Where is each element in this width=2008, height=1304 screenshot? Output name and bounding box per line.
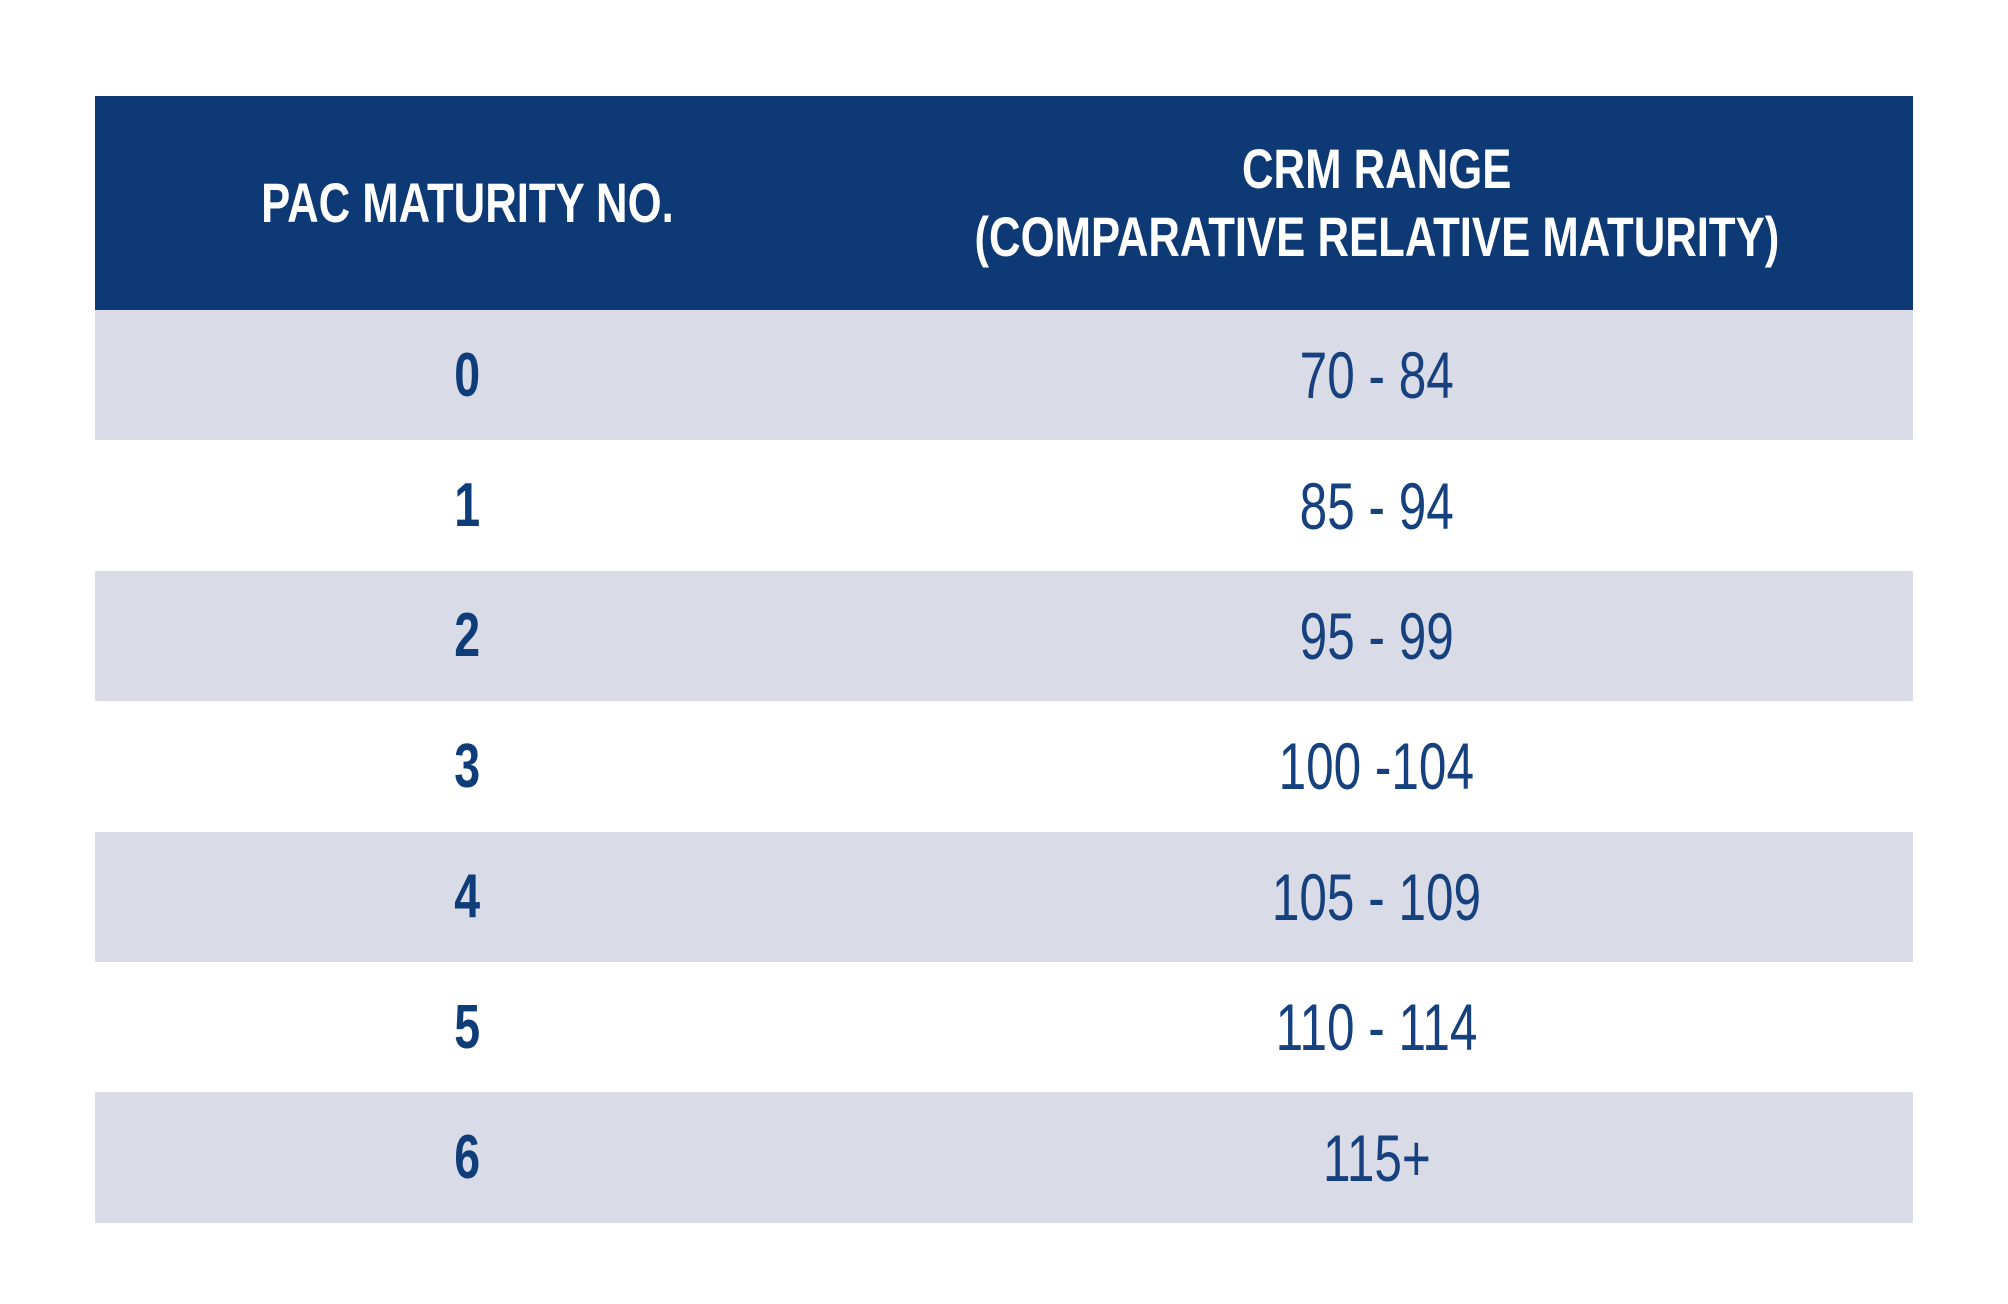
crm-range-cell: 115+	[840, 1092, 1913, 1222]
table-body: 0 70 - 84 1 85 - 94 2 95 - 99 3 100 -104…	[95, 310, 1913, 1223]
header-crm-range-line1: CRM RANGE	[1242, 137, 1512, 200]
table-row: 1 85 - 94	[95, 440, 1913, 571]
crm-range-value: 115+	[1322, 1120, 1431, 1195]
table-row: 5 110 - 114	[95, 961, 1913, 1093]
crm-range-cell: 85 - 94	[840, 440, 1913, 570]
crm-range-cell: 100 -104	[840, 701, 1913, 831]
pac-maturity-no-cell: 1	[95, 440, 840, 570]
pac-maturity-no-value: 1	[454, 471, 481, 541]
pac-maturity-no-cell: 4	[95, 832, 840, 962]
pac-maturity-no-cell: 5	[95, 962, 840, 1092]
table-row: 4 105 - 109	[95, 831, 1913, 962]
table-row: 0 70 - 84	[95, 310, 1913, 441]
pac-maturity-no-value: 0	[454, 340, 481, 410]
header-crm-range: CRM RANGE (COMPARATIVE RELATIVE MATURITY…	[840, 96, 1913, 310]
pac-maturity-no-value: 5	[454, 992, 481, 1062]
crm-range-value: 100 -104	[1278, 729, 1475, 804]
table-row: 2 95 - 99	[95, 570, 1913, 702]
crm-range-cell: 105 - 109	[840, 832, 1913, 962]
table-row: 3 100 -104	[95, 701, 1913, 832]
pac-maturity-no-value: 2	[454, 601, 481, 671]
pac-maturity-crm-table: PAC MATURITY NO. CRM RANGE (COMPARATIVE …	[95, 96, 1913, 1223]
crm-range-value: 110 - 114	[1275, 990, 1478, 1065]
pac-maturity-no-cell: 0	[95, 310, 840, 440]
crm-range-cell: 95 - 99	[840, 571, 1913, 701]
crm-range-cell: 110 - 114	[840, 962, 1913, 1092]
pac-maturity-no-value: 4	[454, 862, 481, 932]
header-crm-range-line2: (COMPARATIVE RELATIVE MATURITY)	[974, 205, 1780, 268]
pac-maturity-no-value: 3	[454, 731, 481, 801]
table-row: 6 115+	[95, 1092, 1913, 1223]
crm-range-value: 85 - 94	[1299, 468, 1454, 543]
crm-range-cell: 70 - 84	[840, 310, 1913, 440]
crm-range-value: 105 - 109	[1272, 859, 1482, 934]
pac-maturity-no-cell: 2	[95, 571, 840, 701]
pac-maturity-no-cell: 6	[95, 1092, 840, 1222]
pac-maturity-no-cell: 3	[95, 701, 840, 831]
header-pac-maturity-no-label: PAC MATURITY NO.	[261, 171, 674, 234]
crm-range-value: 95 - 99	[1299, 598, 1454, 673]
header-pac-maturity-no: PAC MATURITY NO.	[95, 96, 840, 310]
pac-maturity-no-value: 6	[454, 1123, 481, 1193]
table-header-row: PAC MATURITY NO. CRM RANGE (COMPARATIVE …	[95, 96, 1913, 310]
crm-range-value: 70 - 84	[1299, 338, 1454, 413]
